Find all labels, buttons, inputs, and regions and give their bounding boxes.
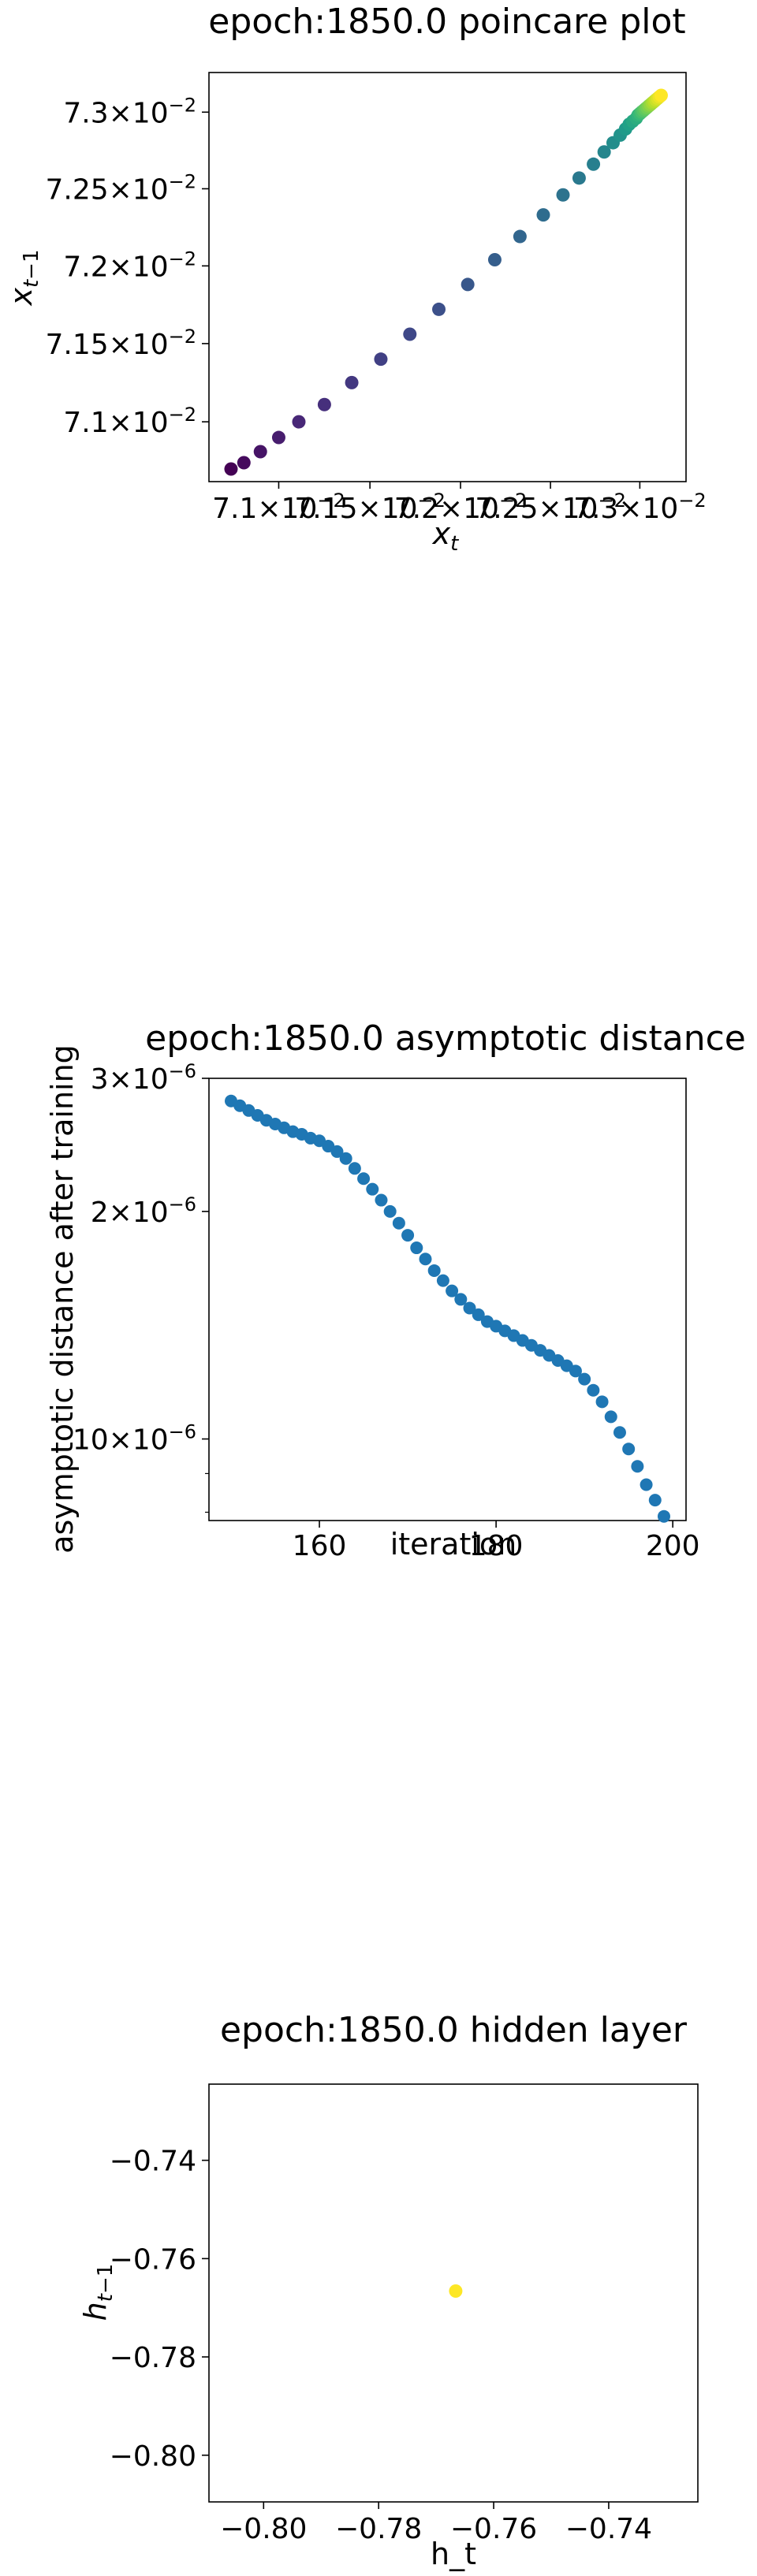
data-point	[432, 302, 446, 316]
data-point	[237, 456, 251, 470]
x-tick-label: −0.76	[450, 2513, 537, 2545]
data-point	[330, 1145, 344, 1158]
data-point	[569, 1364, 582, 1378]
x-tick-label: 200	[646, 1530, 700, 1562]
asymptotic-distance-chart: epoch:1850.0 asymptotic distance 160 180 2…	[45, 1018, 746, 1562]
y-tick-label: 7.1×10−2	[63, 404, 196, 439]
y-tick-label: −0.74	[110, 2146, 196, 2178]
y-axis-label: asymptotic distance after training	[45, 1044, 80, 1554]
data-point	[536, 208, 550, 222]
y-tick-label: 7.3×10−2	[63, 94, 196, 129]
y-tick-label: −0.78	[110, 2342, 196, 2374]
plot-frame	[208, 72, 687, 482]
data-point	[454, 1293, 468, 1306]
data-point	[556, 188, 570, 202]
data-point	[427, 1264, 441, 1277]
x-tick-label: 180	[469, 1530, 524, 1562]
data-point	[392, 1216, 405, 1230]
data-point	[410, 1241, 423, 1255]
data-point	[513, 229, 527, 244]
x-axis-label: iteration	[390, 1527, 517, 1562]
data-point	[419, 1253, 432, 1266]
poincare-chart: epoch:1850.0 poincare plot 7.1×10−27.15×…	[4, 2, 707, 556]
y-tick-labels: 7.1×10−2 7.15×10−2 7.2×10−2 7.25×10−2 7.3×10…	[45, 94, 209, 439]
data-point	[622, 1442, 636, 1456]
y-tick-label: 7.2×10−2	[63, 248, 196, 283]
data-point	[578, 1372, 591, 1386]
data-point	[224, 462, 238, 476]
data-point	[631, 1460, 644, 1473]
chart-title: epoch:1850.0 hidden layer	[220, 2010, 688, 2050]
y-tick-label: 2×10−6	[91, 1193, 196, 1229]
data-point	[271, 430, 285, 445]
x-tick-labels: −0.80 −0.78 −0.76 −0.74	[220, 2502, 652, 2545]
data-point	[375, 1193, 388, 1207]
x-tick-label: 7.1×10−2	[212, 490, 345, 525]
x-tick-labels: 7.1×10−27.15×10−27.2×10−27.25×10−27.3×10…	[212, 482, 707, 525]
data-point	[374, 352, 388, 367]
y-tick-labels: 3×10−6 2×10−6 10×10−6	[73, 1060, 209, 1513]
x-tick-label: 7.15×10−2	[294, 490, 446, 525]
data-point	[487, 252, 502, 266]
hidden-layer-chart: epoch:1850.0 hidden layer −0.80 −0.78 −0.7…	[78, 2010, 699, 2571]
data-point	[587, 1383, 600, 1397]
data-point	[345, 375, 359, 389]
data-point	[253, 445, 267, 459]
data-point	[597, 145, 611, 159]
chart-title: epoch:1850.0 asymptotic distance	[145, 1018, 746, 1059]
data-point	[292, 415, 306, 429]
y-axis-label: ht−1	[78, 2264, 117, 2321]
data-point	[317, 397, 331, 411]
x-tick-label: −0.74	[565, 2513, 652, 2545]
plot-frame	[208, 1078, 687, 1521]
data-point	[613, 1426, 626, 1439]
data-point	[654, 88, 668, 102]
data-point	[348, 1162, 361, 1175]
x-tick-label: 7.3×10−2	[573, 490, 707, 525]
x-tick-label: 7.2×10−2	[394, 490, 528, 525]
data-point	[449, 2284, 463, 2299]
data-point	[446, 1284, 459, 1297]
data-points	[449, 2284, 463, 2299]
data-point	[383, 1204, 397, 1218]
plot-frame	[208, 2083, 699, 2503]
x-tick-label: 7.25×10−2	[475, 490, 626, 525]
y-tick-label: 10×10−6	[73, 1421, 196, 1457]
data-point	[357, 1172, 371, 1186]
x-tick-label: −0.80	[220, 2513, 307, 2545]
y-tick-label: −0.76	[110, 2243, 196, 2276]
data-point	[595, 1395, 609, 1409]
x-tick-label: −0.78	[335, 2513, 422, 2545]
data-point	[339, 1152, 352, 1165]
data-point	[461, 277, 475, 292]
data-points	[224, 88, 668, 476]
data-point	[401, 1229, 415, 1242]
data-point	[587, 157, 601, 171]
x-tick-labels: 160 180 200	[293, 1521, 700, 1562]
data-point	[640, 1478, 653, 1491]
chart-title: epoch:1850.0 poincare plot	[208, 2, 685, 42]
y-tick-label: −0.80	[110, 2440, 196, 2473]
data-point	[463, 1301, 476, 1315]
data-points	[225, 1094, 670, 1523]
data-point	[366, 1182, 379, 1196]
data-point	[604, 1410, 617, 1424]
x-axis-label: h_t	[431, 2537, 476, 2571]
y-tick-label: 7.25×10−2	[45, 170, 196, 206]
y-tick-labels: −0.80 −0.78 −0.76 −0.74	[110, 2146, 209, 2473]
y-tick-label: 3×10−6	[91, 1060, 196, 1096]
data-point	[648, 1494, 662, 1507]
y-axis-label: xt−1	[4, 249, 43, 306]
data-point	[403, 327, 417, 341]
data-point	[657, 1509, 670, 1523]
x-tick-label: 160	[293, 1530, 347, 1562]
y-tick-label: 7.15×10−2	[45, 326, 196, 361]
data-point	[572, 171, 586, 185]
data-point	[472, 1308, 485, 1321]
data-point	[436, 1274, 449, 1287]
x-axis-label: xt	[432, 516, 460, 556]
